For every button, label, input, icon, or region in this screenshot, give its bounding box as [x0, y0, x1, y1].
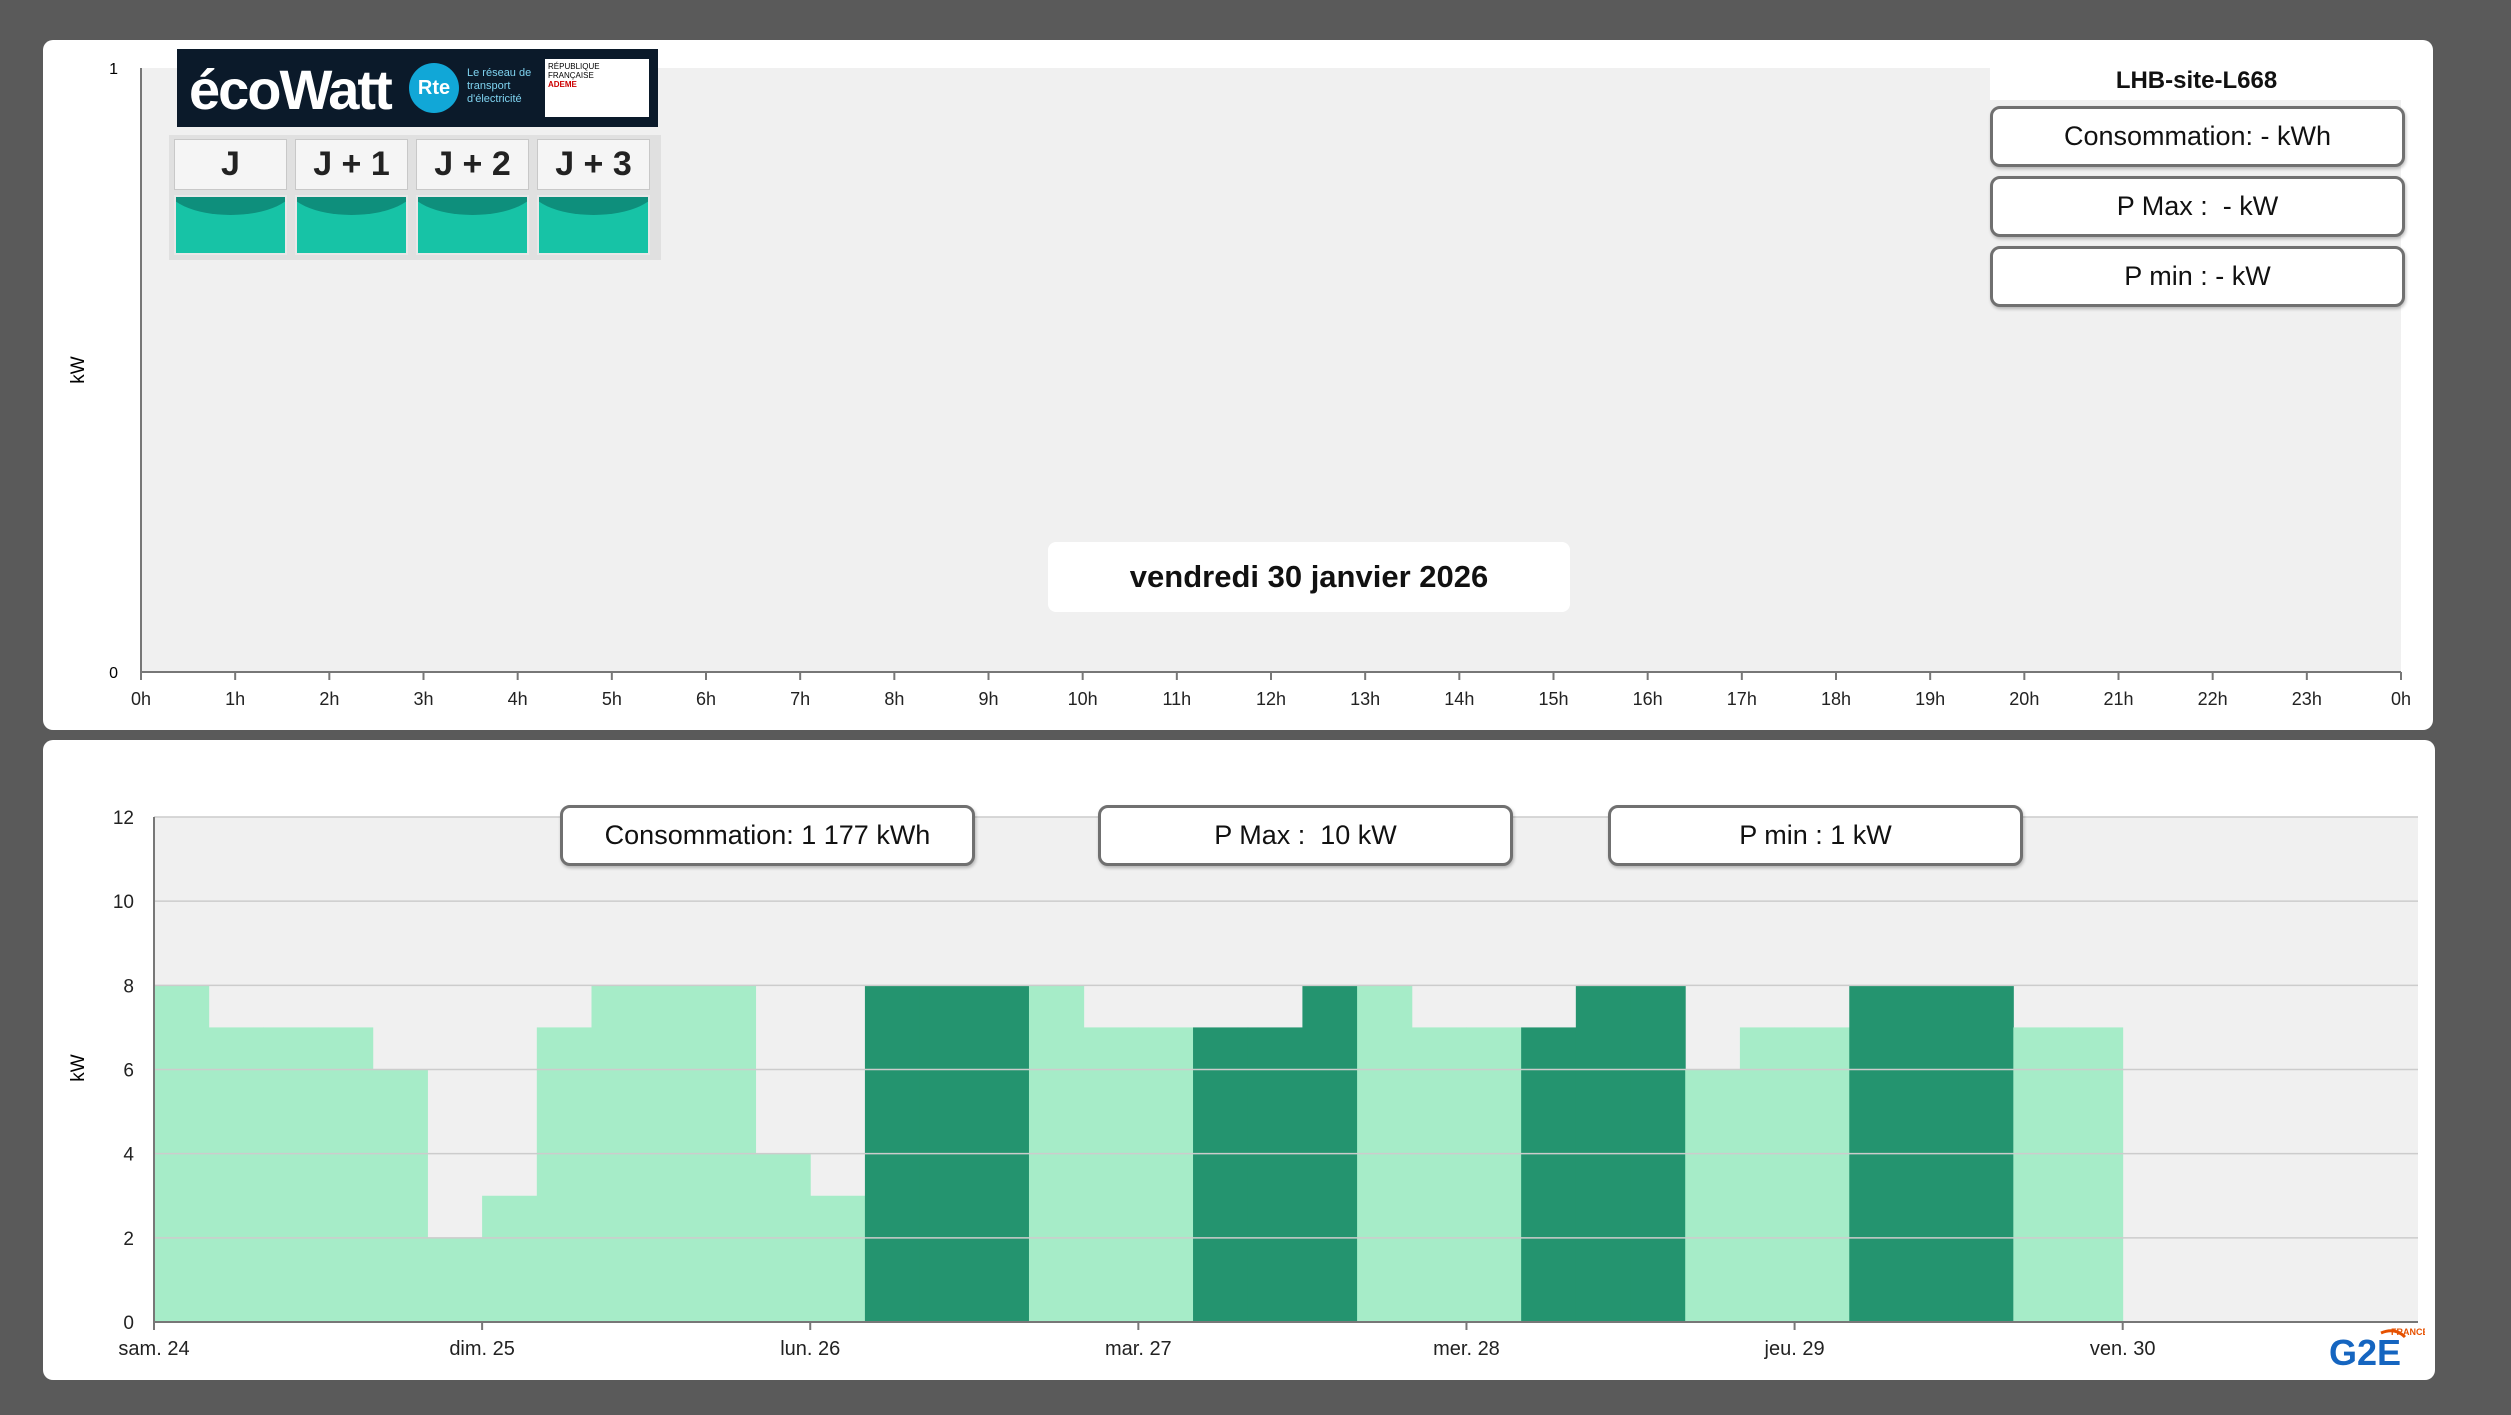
- weekly-bar: [1193, 1027, 1249, 1322]
- weekly-bar: [1521, 1027, 1577, 1322]
- daily-x-tick-label: 16h: [1633, 689, 1663, 709]
- daily-x-tick-label: 22h: [2198, 689, 2228, 709]
- weekly-pmin-box: P min : 1 kW: [1608, 805, 2023, 866]
- rf-label: RÉPUBLIQUE FRANÇAISE: [548, 62, 600, 80]
- weekly-bar: [2068, 1027, 2124, 1322]
- g2e-logo-sub: FRANCE: [2391, 1327, 2425, 1337]
- daily-x-tick-label: 0h: [2391, 689, 2411, 709]
- weekly-bar: [536, 1027, 592, 1322]
- weekly-y-ticks: 0 2 4 6 8 10 12: [113, 808, 135, 1334]
- ecowatt-logo: écoWatt Rte Le réseau de transport d'éle…: [177, 49, 658, 127]
- daily-x-tick-label: 2h: [319, 689, 339, 709]
- weekly-x-ticks: sam. 24 dim. 25 lun. 26 mar. 27 mer. 28 jeu. …: [118, 1322, 2156, 1360]
- weekly-x-tick-label: ven. 30: [2090, 1338, 2156, 1360]
- weekly-x-tick-label: dim. 25: [449, 1338, 515, 1360]
- daily-x-tick-label: 11h: [1162, 689, 1191, 709]
- daily-consommation-box: Consommation: - kWh: [1990, 106, 2405, 167]
- weekly-y-tick-label: 4: [123, 1145, 134, 1166]
- ecowatt-day-j: J: [174, 139, 287, 190]
- ecowatt-wordmark: écoWatt: [189, 58, 393, 121]
- weekly-bar: [427, 1237, 483, 1322]
- daily-x-tick-label: 18h: [1821, 689, 1851, 709]
- weekly-bar: [372, 1069, 428, 1322]
- daily-x-tick-label: 23h: [2292, 689, 2322, 709]
- g2e-logo-text: G2E: [2329, 1332, 2401, 1370]
- weekly-bar: [1083, 1027, 1139, 1322]
- ademe-label: ADEME: [548, 80, 577, 89]
- weekly-x-tick-label: mer. 28: [1433, 1338, 1500, 1360]
- weekly-y-tick-label: 6: [123, 1061, 134, 1082]
- daily-x-tick-label: 10h: [1068, 689, 1098, 709]
- daily-pmin-box: P min : - kW: [1990, 246, 2405, 307]
- daily-x-tick-label: 6h: [696, 689, 716, 709]
- weekly-consommation-box: Consommation: 1 177 kWh: [560, 805, 975, 866]
- daily-x-tick-label: 0h: [131, 689, 151, 709]
- daily-x-tick-label: 19h: [1915, 689, 1945, 709]
- daily-x-tick-label: 20h: [2009, 689, 2039, 709]
- republique-francaise-logo: RÉPUBLIQUE FRANÇAISE ADEME: [545, 59, 649, 117]
- daily-x-tick-label: 9h: [978, 689, 998, 709]
- ecowatt-signal-j1: [295, 195, 408, 255]
- weekly-gridlines: [154, 816, 2418, 1239]
- weekly-y-tick-label: 8: [123, 976, 134, 997]
- daily-x-tick-label: 1h: [225, 689, 245, 709]
- ecowatt-signal-j2: [416, 195, 529, 255]
- ecowatt-day-j3: J + 3: [537, 139, 650, 190]
- daily-x-tick-label: 14h: [1444, 689, 1474, 709]
- daily-x-ticks: 0h 1h 2h 3h 4h 5h 6h 7h 8h 9h 10h 11h 12h 13h 14h 15h 16…: [131, 672, 2411, 709]
- daily-pmax-box: P Max : - kW: [1990, 176, 2405, 237]
- weekly-bar: [2013, 1027, 2069, 1322]
- weekly-y-tick-label: 10: [113, 892, 134, 913]
- rte-logo: Rte: [409, 63, 459, 113]
- daily-x-tick-label: 5h: [602, 689, 622, 709]
- weekly-y-tick-label: 12: [113, 808, 134, 829]
- weekly-pmax-box: P Max : 10 kW: [1098, 805, 1513, 866]
- daily-x-tick-label: 17h: [1727, 689, 1757, 709]
- weekly-bar: [1685, 1069, 1741, 1322]
- ecowatt-day-j1: J + 1: [295, 139, 408, 190]
- weekly-x-tick-label: mar. 27: [1105, 1338, 1172, 1360]
- weekly-bar: [482, 1195, 538, 1322]
- weekly-x-tick-label: jeu. 29: [1764, 1338, 1825, 1360]
- daily-y-tick: 0: [109, 665, 118, 682]
- weekly-bar: [1138, 1027, 1194, 1322]
- daily-y-label: kW: [68, 356, 89, 384]
- ecowatt-signal-j: [174, 195, 287, 255]
- ecowatt-day-j2: J + 2: [416, 139, 529, 190]
- weekly-bar: [810, 1195, 866, 1322]
- g2e-logo: G2E FRANCE: [2325, 1325, 2429, 1373]
- daily-y-tick: 1: [109, 61, 118, 78]
- ecowatt-forecast: J J + 1 J + 2 J + 3: [169, 135, 661, 260]
- weekly-x-tick-label: sam. 24: [118, 1338, 189, 1360]
- weekly-y-tick-label: 0: [123, 1313, 134, 1334]
- daily-x-tick-label: 4h: [508, 689, 528, 709]
- daily-x-tick-label: 8h: [884, 689, 904, 709]
- ecowatt-signal-j3: [537, 195, 650, 255]
- weekly-bar: [263, 1027, 319, 1322]
- rte-tagline: Le réseau de transport d'électricité: [467, 67, 532, 105]
- selected-date-label: vendredi 30 janvier 2026: [1048, 542, 1570, 612]
- daily-x-tick-label: 21h: [2103, 689, 2133, 709]
- weekly-bar: [1247, 1027, 1303, 1322]
- weekly-bar: [1411, 1027, 1467, 1322]
- weekly-y-label: kW: [68, 1054, 89, 1082]
- weekly-bar: [1466, 1027, 1522, 1322]
- weekly-x-tick-label: lun. 26: [780, 1338, 840, 1360]
- site-name: LHB-site-L668: [1990, 62, 2403, 100]
- weekly-bar: [1794, 1027, 1850, 1322]
- weekly-y-tick-label: 2: [123, 1229, 134, 1250]
- daily-x-tick-label: 13h: [1350, 689, 1380, 709]
- weekly-bar: [1739, 1027, 1796, 1322]
- daily-x-tick-label: 12h: [1256, 689, 1286, 709]
- g2e-logo-mark: G2E FRANCE: [2329, 1327, 2429, 1373]
- weekly-bar: [318, 1027, 374, 1322]
- daily-x-tick-label: 7h: [790, 689, 810, 709]
- daily-x-tick-label: 3h: [413, 689, 433, 709]
- daily-x-tick-label: 15h: [1538, 689, 1568, 709]
- weekly-bar: [208, 1027, 264, 1322]
